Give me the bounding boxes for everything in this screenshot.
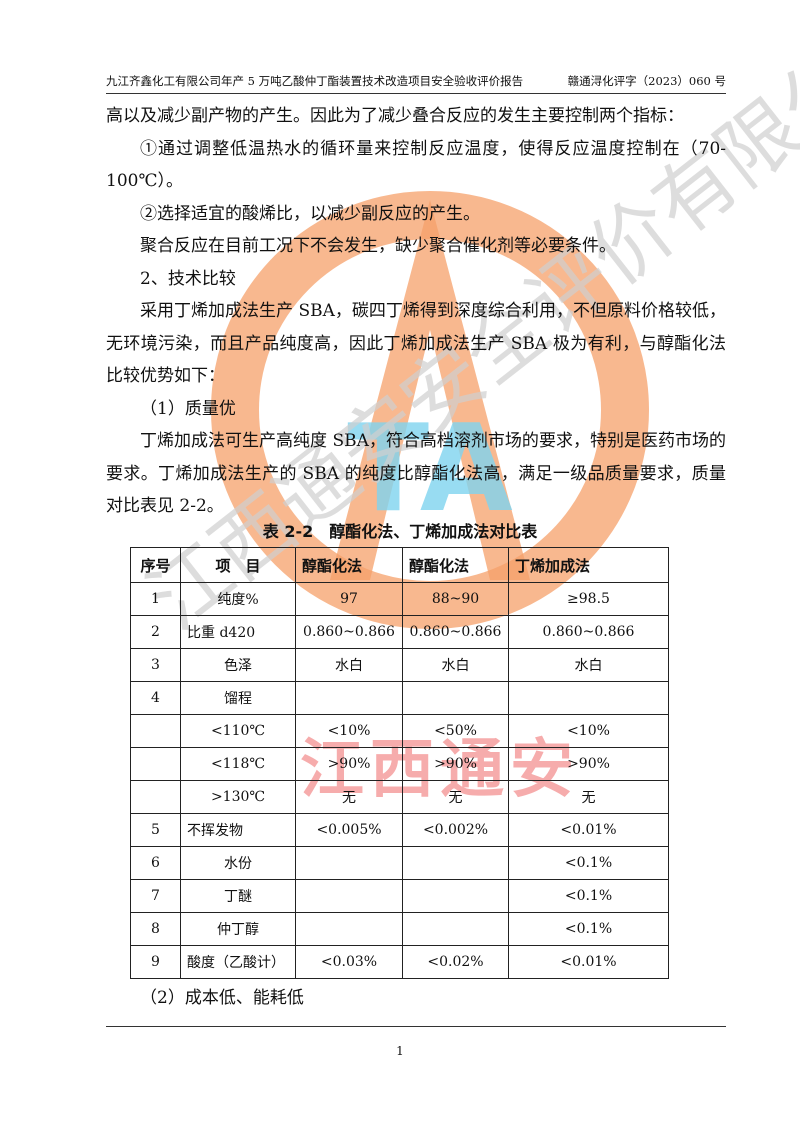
table-cell xyxy=(295,912,403,946)
table-row: 3 色泽 水白 水白 水白 xyxy=(130,648,669,682)
table-cell: 酸度（乙酸计） xyxy=(180,945,296,979)
table-cell: 88~90 xyxy=(402,582,509,616)
table-cell: >90% xyxy=(508,747,669,781)
table-cell xyxy=(295,846,403,880)
table-row: 7 丁醚 <0.1% xyxy=(130,879,669,913)
body-text: 高以及减少副产物的产生。因此为了减少叠合反应的发生主要控制两个指标： ①通过调整… xyxy=(106,100,726,523)
table-cell: <0.02% xyxy=(402,945,509,979)
table-cell: 97 xyxy=(295,582,403,616)
table-cell: <10% xyxy=(508,714,669,748)
table-cell: <50% xyxy=(402,714,509,748)
table-cell: 9 xyxy=(130,945,181,979)
table-cell xyxy=(402,879,509,913)
table-cell xyxy=(130,747,181,781)
header-cell: 丁烯加成法 xyxy=(508,547,669,583)
table-row: 6 水份 <0.1% xyxy=(130,846,669,880)
table-cell xyxy=(295,681,403,715)
table-header-row: 序号 项 目 醇酯化法 醇酯化法 丁烯加成法 xyxy=(130,547,669,583)
table-cell: 仲丁醇 xyxy=(180,912,296,946)
table-cell: <118℃ xyxy=(180,747,296,781)
table-cell: <0.01% xyxy=(508,945,669,979)
table-cell: 8 xyxy=(130,912,181,946)
paragraph: ②选择适宜的酸烯比，以减少副反应的产生。 xyxy=(140,203,480,224)
subsection-heading: （1）质量优 xyxy=(140,398,236,419)
table-cell: <0.01% xyxy=(508,813,669,847)
table-cell: 丁醚 xyxy=(180,879,296,913)
table-cell: <0.1% xyxy=(508,879,669,913)
table-row: >130℃ 无无无 xyxy=(130,780,669,814)
table-cell: <0.002% xyxy=(402,813,509,847)
table-cell: 无 xyxy=(402,780,509,814)
table-cell: ≥98.5 xyxy=(508,582,669,616)
table-cell: 色泽 xyxy=(180,648,296,682)
table-row: 5 不挥发物 <0.005% <0.002% <0.01% xyxy=(130,813,669,847)
comparison-table: 序号 项 目 醇酯化法 醇酯化法 丁烯加成法 1 纯度% 97 88~90 ≥98.5 2… xyxy=(130,547,669,979)
table-cell: 纯度% xyxy=(180,582,296,616)
table-cell xyxy=(402,846,509,880)
header-cell: 序号 xyxy=(130,547,181,583)
table-cell xyxy=(130,780,181,814)
table-cell xyxy=(402,681,509,715)
subsection-heading: （2）成本低、能耗低 xyxy=(140,988,304,1008)
table-caption: 表 2-2 醇酯化法、丁烯加成法对比表 xyxy=(262,522,538,541)
table-cell: 6 xyxy=(130,846,181,880)
table-cell: 无 xyxy=(295,780,403,814)
footer-rule xyxy=(106,1026,726,1027)
table-row: <110℃ <10% <50% <10% xyxy=(130,714,669,748)
table-cell: 比重 d420 xyxy=(180,615,296,649)
table-cell: 不挥发物 xyxy=(180,813,296,847)
table-cell: 2 xyxy=(130,615,181,649)
paragraph: 采用丁烯加成法生产 SBA，碳四丁烯得到深度综合利用，不但原料价格较低，无环境污… xyxy=(106,301,726,386)
table-row: 1 纯度% 97 88~90 ≥98.5 xyxy=(130,582,669,616)
header-rule xyxy=(106,93,726,94)
table-cell: 1 xyxy=(130,582,181,616)
section-heading: 2、技术比较 xyxy=(140,268,236,289)
header-cell: 项 目 xyxy=(180,547,296,583)
table-cell: >130℃ xyxy=(180,780,296,814)
paragraph: 高以及减少副产物的产生。因此为了减少叠合反应的发生主要控制两个指标： xyxy=(106,106,684,126)
table-row: 2 比重 d420 0.860~0.866 0.860~0.866 0.860~0.86… xyxy=(130,615,669,649)
table-cell: >90% xyxy=(295,747,403,781)
table-cell: <0.1% xyxy=(508,912,669,946)
page-number: 1 xyxy=(396,1044,404,1058)
table-cell: <110℃ xyxy=(180,714,296,748)
table-cell xyxy=(508,681,669,715)
table-cell: 3 xyxy=(130,648,181,682)
table-cell: 0.860~0.866 xyxy=(508,615,669,649)
table-cell: 0.860~0.866 xyxy=(402,615,509,649)
paragraph: ①通过调整低温热水的循环量来控制反应温度，使得反应温度控制在（70-100℃）。 xyxy=(106,138,726,192)
header-cell: 醇酯化法 xyxy=(402,547,509,583)
table-cell: 水白 xyxy=(508,648,669,682)
table-row: <118℃ >90% >90% >90% xyxy=(130,747,669,781)
table-cell: <0.03% xyxy=(295,945,403,979)
table-cell: >90% xyxy=(402,747,509,781)
table-cell: 水白 xyxy=(402,648,509,682)
table-cell xyxy=(130,714,181,748)
table-cell: <0.1% xyxy=(508,846,669,880)
table-cell: 水份 xyxy=(180,846,296,880)
paragraph: 聚合反应在目前工况下不会发生，缺少聚合催化剂等必要条件。 xyxy=(140,236,616,256)
table-row: 8 仲丁醇 <0.1% xyxy=(130,912,669,946)
table-row: 4 馏程 xyxy=(130,681,669,715)
table-cell: 4 xyxy=(130,681,181,715)
table-cell: 5 xyxy=(130,813,181,847)
table-cell: 水白 xyxy=(295,648,403,682)
table-cell: 7 xyxy=(130,879,181,913)
header-report-title: 九江齐鑫化工有限公司年产 5 万吨乙酸仲丁酯装置技术改造项目安全验收评价报告 xyxy=(106,74,524,88)
header-cell: 醇酯化法 xyxy=(295,547,403,583)
table-cell: 无 xyxy=(508,780,669,814)
table-cell xyxy=(295,879,403,913)
running-header: 九江齐鑫化工有限公司年产 5 万吨乙酸仲丁酯装置技术改造项目安全验收评价报告 赣… xyxy=(106,73,726,89)
table-cell xyxy=(402,912,509,946)
table-cell: 0.860~0.866 xyxy=(295,615,403,649)
paragraph: 丁烯加成法可生产高纯度 SBA，符合高档溶剂市场的要求，特别是医药市场的要求。丁… xyxy=(106,431,726,516)
header-doc-number: 赣通浔化评字（2023）060 号 xyxy=(567,74,726,88)
table-cell: 馏程 xyxy=(180,681,296,715)
table-cell: <0.005% xyxy=(295,813,403,847)
table-row: 9 酸度（乙酸计） <0.03% <0.02% <0.01% xyxy=(130,945,669,979)
table-cell: <10% xyxy=(295,714,403,748)
